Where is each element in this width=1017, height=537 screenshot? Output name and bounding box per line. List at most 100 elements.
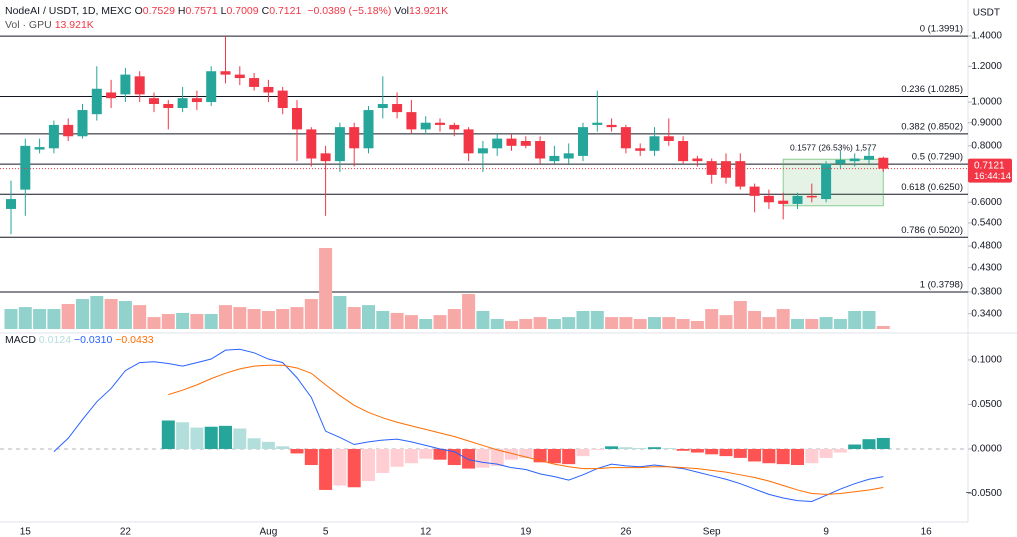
volume-bar: [233, 307, 247, 329]
histogram-bar: [476, 448, 490, 468]
candle-body: [563, 153, 574, 159]
vol-key: Vol: [394, 5, 409, 17]
candle-body: [377, 104, 388, 109]
candle-body: [506, 138, 517, 146]
histogram-bar: [233, 428, 247, 449]
volume-bar: [390, 312, 404, 329]
volume-bar: [376, 310, 390, 329]
histogram-bar: [690, 448, 704, 453]
histogram-bar: [404, 448, 418, 464]
y-tick-label: 0.4800: [971, 241, 1002, 252]
volume-value: 13.921K: [54, 19, 94, 31]
histogram-bar: [161, 420, 175, 449]
histogram-bar: [791, 448, 804, 466]
candle-body: [721, 161, 731, 178]
volume-bar: [219, 305, 232, 329]
candle-body: [263, 86, 274, 93]
x-tick-label: 22: [120, 527, 132, 537]
x-tick-label: 26: [620, 527, 632, 537]
volume-bar: [90, 295, 104, 329]
y-tick-label: 0.4300: [971, 262, 1002, 273]
macd-title: MACD: [5, 334, 36, 346]
candle-body: [620, 127, 631, 149]
x-tick-label: Sep: [703, 527, 721, 537]
candle-body: [191, 98, 202, 103]
volume-bar: [276, 309, 290, 329]
volume-bar: [805, 319, 819, 329]
y-tick-label: 0.6000: [971, 197, 1002, 208]
histogram-bar: [319, 448, 333, 490]
ohlc-value: 0.7009: [226, 5, 259, 17]
y-tick-label: 0.3800: [971, 287, 1002, 298]
volume-bar: [261, 310, 275, 329]
histogram-bar: [261, 441, 275, 449]
candle-body: [477, 148, 488, 154]
countdown: 16:44:14: [974, 171, 1011, 182]
candle-body: [320, 153, 331, 162]
volume-bar: [648, 317, 661, 329]
histogram-bar: [433, 448, 447, 460]
candle-body: [306, 129, 317, 159]
x-tick-label: 9: [823, 527, 829, 537]
measure-label: 0.1577 (26.53%) 1,577: [790, 142, 877, 152]
histogram-bar: [204, 426, 218, 449]
candle-body: [635, 148, 646, 151]
volume-bar: [590, 310, 604, 329]
fib-label: 0 (1.3991): [920, 24, 963, 35]
fib-label: 0.236 (1.0285): [901, 84, 963, 95]
volume-bar: [61, 304, 75, 329]
histogram-bar: [633, 448, 647, 449]
change: −0.0389 (−5.18%): [307, 5, 392, 17]
volume-bar: [204, 314, 218, 329]
histogram-bar: [605, 446, 619, 449]
fib-label: 1 (0.3798): [920, 280, 963, 291]
candle-body: [134, 76, 145, 95]
y-tick-label: 0.8000: [971, 140, 1002, 151]
histogram-bar: [547, 448, 561, 464]
volume-bar: [676, 319, 690, 329]
candle-body: [91, 88, 102, 115]
ohlc-key: O: [134, 5, 143, 17]
volume-bar: [690, 320, 704, 329]
candle-body: [406, 112, 417, 130]
volume-bar: [490, 319, 504, 329]
volume-bar: [462, 294, 476, 329]
volume-bar: [619, 317, 633, 329]
histogram-bar: [719, 448, 733, 457]
histogram-bar: [519, 448, 533, 458]
histogram-bar: [648, 447, 661, 449]
candle-body: [234, 74, 245, 79]
volume-bar: [118, 300, 132, 329]
x-tick-label: 16: [921, 527, 933, 537]
candle-body: [334, 127, 345, 162]
candle-body: [63, 124, 74, 137]
macd-line: [168, 364, 884, 495]
ohlc-value: 0.7571: [185, 5, 218, 17]
histogram-bar: [819, 448, 833, 458]
histogram-bar: [833, 448, 847, 453]
macd-values: 0.0124 −0.0310 −0.0433: [39, 334, 157, 346]
candle-body: [177, 98, 188, 109]
histogram-bar: [848, 444, 862, 449]
candle-body: [363, 110, 374, 149]
histogram-bar: [419, 448, 433, 459]
candle-body: [106, 92, 117, 99]
volume-label: Vol · GPU: [5, 19, 52, 31]
candle-body: [864, 155, 874, 160]
candle-body: [578, 127, 588, 156]
histogram-bar: [576, 448, 590, 457]
candle-body: [606, 124, 617, 128]
x-tick-label: 19: [520, 527, 532, 537]
volume-bar: [433, 315, 447, 329]
volume-legend: Vol · GPU 13.921K: [5, 19, 97, 31]
ohlc-key: C: [261, 5, 270, 17]
histogram-bar: [290, 448, 304, 454]
fib-label: 0.5 (0.7290): [912, 152, 963, 163]
volume-bar: [862, 310, 876, 329]
volume-bar: [161, 314, 175, 329]
candle-body: [449, 124, 460, 130]
histogram-bar: [390, 448, 404, 467]
histogram-bar: [376, 448, 390, 474]
candle-body: [392, 104, 403, 113]
